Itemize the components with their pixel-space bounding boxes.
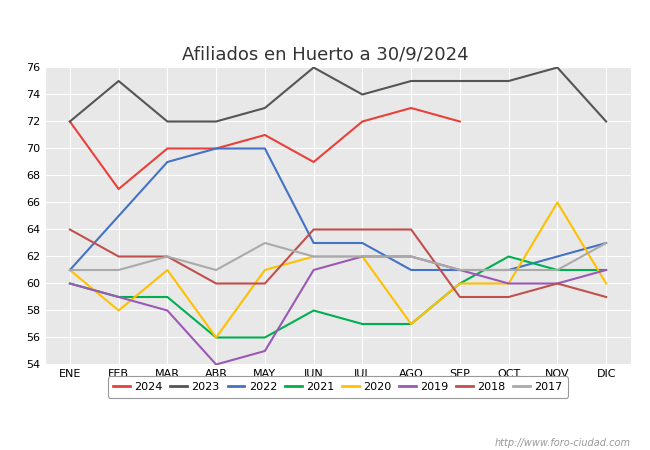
Legend: 2024, 2023, 2022, 2021, 2020, 2019, 2018, 2017: 2024, 2023, 2022, 2021, 2020, 2019, 2018…: [108, 377, 568, 397]
Text: Afiliados en Huerto a 30/9/2024: Afiliados en Huerto a 30/9/2024: [182, 46, 468, 64]
Text: http://www.foro-ciudad.com: http://www.foro-ciudad.com: [495, 438, 630, 448]
